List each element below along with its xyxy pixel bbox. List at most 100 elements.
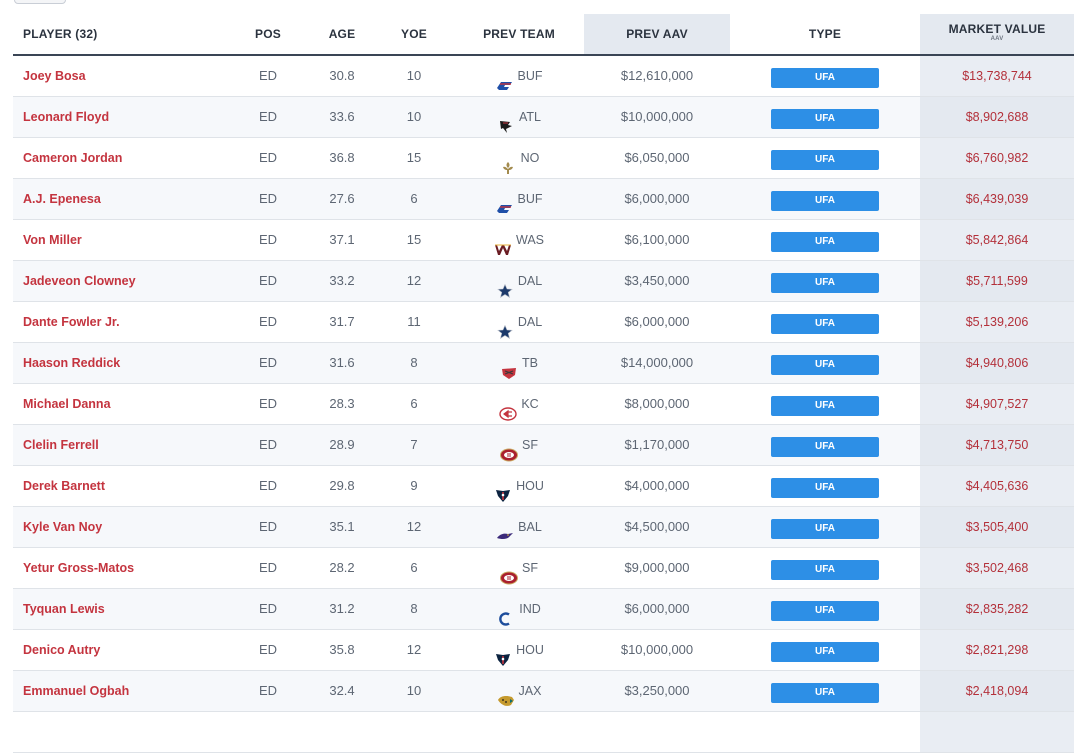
prev-aav-cell: $6,000,000 <box>624 191 690 206</box>
yoe-cell: 10 <box>406 68 422 83</box>
prev-aav-cell: $6,000,000 <box>624 601 690 616</box>
pos-cell: ED <box>258 68 278 83</box>
free-agent-table: PLAYER (32) POS AGE YOE PREV TEAM PREV A… <box>13 14 1074 753</box>
age-cell: 31.7 <box>329 314 355 329</box>
header-market-value-sublabel: AAV <box>990 36 1004 42</box>
pos-cell: ED <box>258 519 278 534</box>
table-row: Kyle Van Noy ED 35.1 12 BAL $4,500,000 U… <box>13 507 1074 548</box>
falcons-logo-icon <box>497 110 515 133</box>
team-code: TB <box>522 356 538 370</box>
header-type[interactable]: TYPE <box>808 27 842 41</box>
table-row: Haason Reddick ED 31.6 8 TB $14,000,000 … <box>13 343 1074 384</box>
type-badge[interactable]: UFA <box>771 642 879 662</box>
header-prev-team[interactable]: PREV TEAM <box>483 27 555 41</box>
type-badge[interactable]: UFA <box>771 478 879 498</box>
player-name-link[interactable]: Derek Barnett <box>23 479 105 493</box>
type-badge[interactable]: UFA <box>771 314 879 334</box>
player-name-link[interactable]: Kyle Van Noy <box>23 520 103 534</box>
table-row: A.J. Epenesa ED 27.6 6 BUF $6,000,000 UF… <box>13 179 1074 220</box>
player-name-link[interactable]: Michael Danna <box>23 397 111 411</box>
player-name-link[interactable]: Emmanuel Ogbah <box>23 684 130 698</box>
player-name-link[interactable]: Haason Reddick <box>23 356 121 370</box>
pos-cell: ED <box>258 560 278 575</box>
table-row: Cameron Jordan ED 36.8 15 NO $6,050,000 … <box>13 138 1074 179</box>
prev-aav-cell: $3,250,000 <box>624 683 690 698</box>
market-value-cell: $4,713,750 <box>965 438 1029 452</box>
age-cell: 31.6 <box>329 355 355 370</box>
pos-cell: ED <box>258 396 278 411</box>
pos-cell: ED <box>258 109 278 124</box>
age-cell: 36.8 <box>329 150 355 165</box>
player-name-link[interactable]: Cameron Jordan <box>23 151 123 165</box>
pos-cell: ED <box>258 232 278 247</box>
player-name-link[interactable]: Jadeveon Clowney <box>23 274 136 288</box>
table-row: Joey Bosa ED 30.8 10 BUF $12,610,000 UFA… <box>13 56 1074 97</box>
player-name-link[interactable]: Von Miller <box>23 233 82 247</box>
type-badge[interactable]: UFA <box>771 109 879 129</box>
table-row: Derek Barnett ED 29.8 9 HOU $4,000,000 U… <box>13 466 1074 507</box>
market-value-cell: $3,502,468 <box>965 561 1029 575</box>
age-cell: 28.3 <box>329 396 355 411</box>
team-code: WAS <box>515 233 544 247</box>
yoe-cell: 12 <box>406 273 422 288</box>
top-tab-button[interactable] <box>14 0 66 4</box>
team-code: DAL <box>517 315 543 329</box>
49ers-logo-icon <box>500 561 518 585</box>
yoe-cell: 9 <box>410 478 418 493</box>
team-code: DAL <box>517 274 543 288</box>
type-badge[interactable]: UFA <box>771 601 879 621</box>
type-badge[interactable]: UFA <box>771 560 879 580</box>
header-market-value-label: MARKET VALUE <box>948 22 1046 36</box>
player-name-link[interactable]: Dante Fowler Jr. <box>23 315 120 329</box>
table-row: Tyquan Lewis ED 31.2 8 IND $6,000,000 UF… <box>13 589 1074 630</box>
prev-aav-cell: $3,450,000 <box>624 273 690 288</box>
pos-cell: ED <box>258 683 278 698</box>
player-name-link[interactable]: A.J. Epenesa <box>23 192 101 206</box>
table-row: Emmanuel Ogbah ED 32.4 10 JAX $3,250,000… <box>13 671 1074 712</box>
type-badge[interactable]: UFA <box>771 232 879 252</box>
header-player[interactable]: PLAYER (32) <box>23 27 98 41</box>
player-name-link[interactable]: Yetur Gross-Matos <box>23 561 135 575</box>
type-badge[interactable]: UFA <box>771 68 879 88</box>
yoe-cell: 10 <box>406 683 422 698</box>
header-yoe[interactable]: YOE <box>401 27 427 41</box>
prev-aav-cell: $4,500,000 <box>624 519 690 534</box>
type-badge[interactable]: UFA <box>771 437 879 457</box>
team-code: ATL <box>519 110 541 124</box>
type-badge[interactable]: UFA <box>771 519 879 539</box>
yoe-cell: 8 <box>410 601 418 616</box>
table-row: Michael Danna ED 28.3 6 KC $8,000,000 UF… <box>13 384 1074 425</box>
age-cell: 35.1 <box>329 519 355 534</box>
player-name-link[interactable]: Leonard Floyd <box>23 110 110 124</box>
type-badge[interactable]: UFA <box>771 683 879 703</box>
age-cell: 28.2 <box>329 560 355 575</box>
buccaneers-logo-icon <box>500 356 518 379</box>
header-market-value[interactable]: MARKET VALUE AAV <box>920 14 1074 54</box>
type-badge[interactable]: UFA <box>771 273 879 293</box>
type-badge[interactable]: UFA <box>771 396 879 416</box>
pos-cell: ED <box>258 601 278 616</box>
player-name-link[interactable]: Joey Bosa <box>23 69 86 83</box>
table-row: Yetur Gross-Matos ED 28.2 6 SF $9,000,00… <box>13 548 1074 589</box>
player-name-link[interactable]: Tyquan Lewis <box>23 602 105 616</box>
table-row: Dante Fowler Jr. ED 31.7 11 DAL $6,000,0… <box>13 302 1074 343</box>
type-badge[interactable]: UFA <box>771 191 879 211</box>
player-name-link[interactable]: Denico Autry <box>23 643 101 657</box>
team-code: BUF <box>517 192 543 206</box>
prev-aav-cell: $10,000,000 <box>620 642 694 657</box>
header-age[interactable]: AGE <box>328 27 356 41</box>
market-value-cell: $4,940,806 <box>965 356 1029 370</box>
player-name-link[interactable]: Clelin Ferrell <box>23 438 99 452</box>
market-value-cell: $2,418,094 <box>965 684 1029 698</box>
yoe-cell: 6 <box>410 191 418 206</box>
pos-cell: ED <box>258 642 278 657</box>
header-pos[interactable]: POS <box>255 27 281 41</box>
header-prev-aav[interactable]: PREV AAV <box>584 14 730 54</box>
age-cell: 27.6 <box>329 191 355 206</box>
team-code: BAL <box>518 520 542 534</box>
market-value-cell: $4,907,527 <box>965 397 1029 411</box>
yoe-cell: 6 <box>410 560 418 575</box>
type-badge[interactable]: UFA <box>771 355 879 375</box>
type-badge[interactable]: UFA <box>771 150 879 170</box>
texans-logo-icon <box>494 479 512 502</box>
